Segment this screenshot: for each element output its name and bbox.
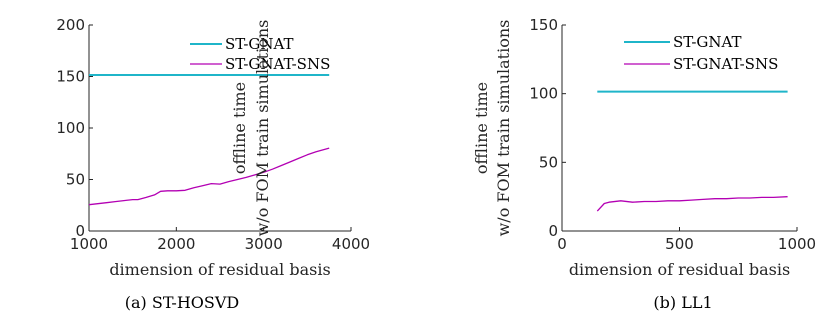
x-tick-label: 1000 (70, 235, 108, 253)
y-tick-label: 100 (56, 119, 85, 137)
legend-label: ST-GNAT-SNS (673, 55, 778, 73)
y-axis-label-line1: offline time (230, 82, 249, 174)
y-tick-label: 150 (529, 16, 558, 34)
legend-label: ST-GNAT (225, 35, 294, 53)
x-tick-label: 3000 (245, 235, 283, 253)
legend-label: ST-GNAT-SNS (225, 55, 330, 73)
series-line-st-gnat-sns (596, 196, 788, 212)
legend-label: ST-GNAT (673, 33, 742, 51)
y-tick-label: 0 (548, 222, 558, 240)
y-tick-label: 200 (56, 16, 85, 34)
x-tick-label: 0 (557, 235, 567, 253)
chart-panel-1: 0 500 1000 0 50 100 150 ST-GNAT ST-GNAT-SNS dimen… (472, 16, 816, 312)
panel-caption: (a) ST-HOSVD (125, 293, 240, 312)
x-axis-label: dimension of residual basis (109, 260, 330, 279)
x-tick-label: 1000 (778, 235, 816, 253)
x-tick-label: 500 (665, 235, 694, 253)
y-tick-label: 0 (75, 222, 85, 240)
y-tick-label: 50 (66, 171, 85, 189)
series-line-st-gnat-sns (88, 147, 330, 206)
y-tick-label: 50 (539, 153, 558, 171)
x-axis-label: dimension of residual basis (569, 260, 790, 279)
y-tick-label: 150 (56, 68, 85, 86)
panel-caption: (b) LL1 (653, 293, 712, 312)
x-tick-label: 4000 (332, 235, 370, 253)
y-tick-label: 100 (529, 85, 558, 103)
y-axis-label-line2: w/o FOM train simulations (494, 20, 513, 237)
x-tick-label: 2000 (157, 235, 195, 253)
y-axis-label-line2: w/o FOM train simulations (253, 20, 272, 237)
chart-panel-0: 1000 2000 3000 4000 0 50 100 150 200 ST-GNAT ST-GN… (56, 16, 370, 312)
y-axis-label-line1: offline time (472, 82, 491, 174)
